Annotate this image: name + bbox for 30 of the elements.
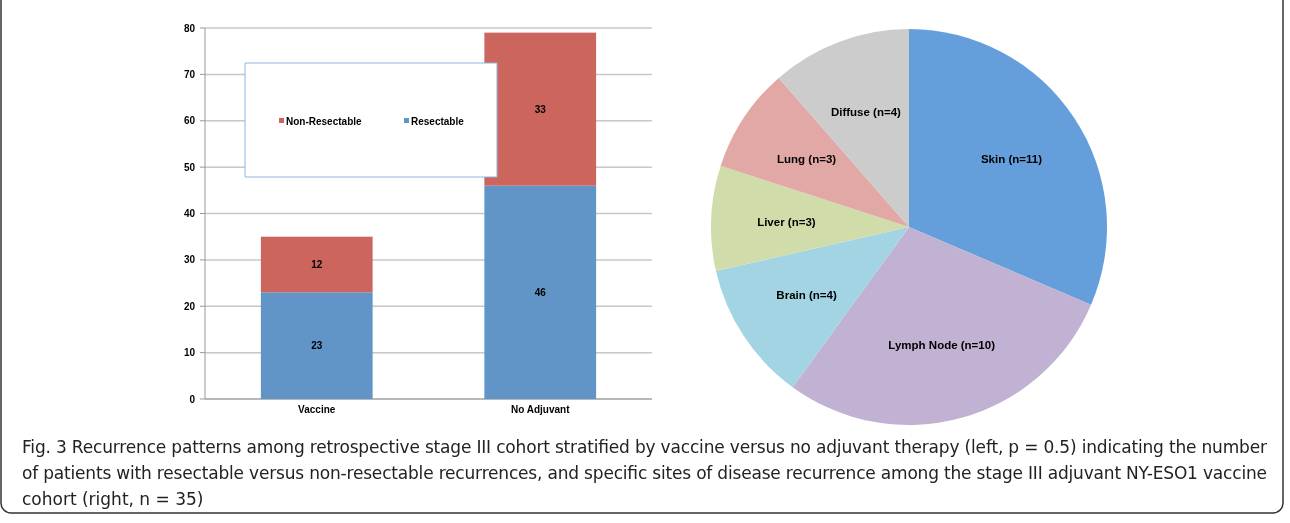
caption: Fig. 3 Recurrence patterns among retrospective stage III cohort stratified by vaccine versus no adjuvant therapy (left, p = 0.5) indicating the number of patients with resectable versus non-resectable recurrences, and specific sites of disease recurrence among the stage III adjuvant NY-ESO1 vaccine cohort (right, n = 35) [22,437,1267,509]
y-tick-label: 30 [183,254,196,266]
bar [260,292,373,399]
slice-label: Lung (n=3) [777,153,837,166]
y-tick-label: 20 [183,300,196,312]
pie-slice [909,29,1107,305]
y-tick-label: 70 [183,68,196,80]
y-tick-label: 50 [183,161,196,173]
data-label: 33 [534,103,547,115]
y-tick-label: 10 [183,347,196,359]
slice-label: Brain (n=4) [776,288,837,301]
y-tick-label: 60 [183,115,196,127]
legend-label: Non-Resectable [286,115,363,127]
slice-label: Lymph Node (n=10) [888,339,996,352]
data-label: 12 [311,259,323,271]
pie-slice [711,165,909,272]
y-tick-label: 80 [183,22,196,34]
slice-label: Liver (n=3) [757,215,816,228]
slice-label: Skin (n=11) [980,153,1043,166]
legend-label: Resectable [411,115,465,127]
bar [484,185,597,399]
data-label: 46 [534,286,547,298]
slice-label: Diffuse (n=4) [830,106,902,119]
bar [260,236,373,293]
x-tick-label: Vaccine [298,404,336,415]
pie-slice [720,77,909,227]
x-tick-label: No Adjuvant [510,404,571,415]
y-tick-label: 0 [189,393,196,405]
data-label: 23 [311,340,323,352]
y-tick-label: 40 [183,208,196,219]
